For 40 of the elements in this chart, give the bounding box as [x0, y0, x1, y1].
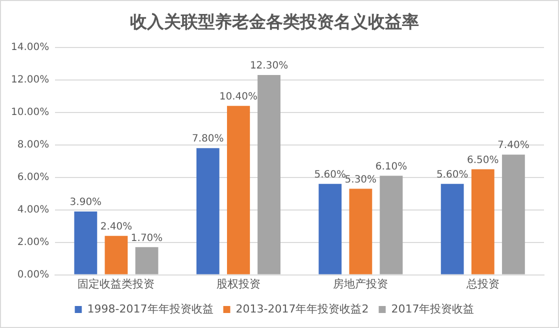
- y-tick-label: 10.00%: [10, 106, 50, 118]
- bar: [135, 247, 158, 274]
- y-tick-label: 8.00%: [17, 139, 50, 150]
- x-tick-label: 房地产投资: [333, 277, 388, 290]
- data-label: 1.70%: [130, 232, 163, 244]
- data-label: 7.40%: [498, 140, 530, 152]
- bar: [258, 75, 280, 274]
- bar: [104, 236, 128, 274]
- data-label: 5.60%: [314, 169, 346, 180]
- bar: [502, 154, 525, 274]
- y-tick-label: 2.00%: [17, 236, 50, 248]
- legend-label: 1998-2017年年投资收益: [87, 302, 214, 316]
- x-tick-label: 股权投资: [216, 277, 260, 290]
- data-label: 6.50%: [467, 154, 499, 166]
- data-label: 12.30%: [250, 60, 288, 72]
- legend-label: 2017年投资收益: [391, 302, 474, 316]
- bar: [440, 184, 464, 274]
- data-label: 10.40%: [219, 91, 258, 102]
- bar: [318, 184, 342, 274]
- y-tick-label: 6.00%: [17, 172, 50, 183]
- y-tick-label: 12.00%: [10, 74, 50, 86]
- data-label: 5.30%: [344, 174, 377, 186]
- y-tick-label: 0.00%: [17, 269, 50, 280]
- data-label: 5.60%: [436, 169, 468, 180]
- bar: [196, 148, 220, 274]
- bar: [227, 106, 250, 274]
- bar: [349, 188, 372, 274]
- data-label: 7.80%: [192, 134, 224, 145]
- data-label: 2.40%: [100, 221, 132, 232]
- y-tick-label: 4.00%: [17, 204, 50, 216]
- y-tick-label: 14.00%: [10, 42, 50, 53]
- bar: [471, 169, 494, 274]
- bar: [380, 176, 403, 274]
- bar: [74, 211, 98, 274]
- data-label: 6.10%: [375, 161, 408, 172]
- x-tick-label: 固定收益类投资: [78, 277, 155, 290]
- legend-label: 2013-2017年年投资收益2: [236, 302, 369, 316]
- x-tick-label: 总投资: [465, 277, 500, 290]
- chart-title: 收入关联型养老金各类投资名义收益率: [130, 12, 419, 33]
- data-label: 3.90%: [70, 197, 102, 208]
